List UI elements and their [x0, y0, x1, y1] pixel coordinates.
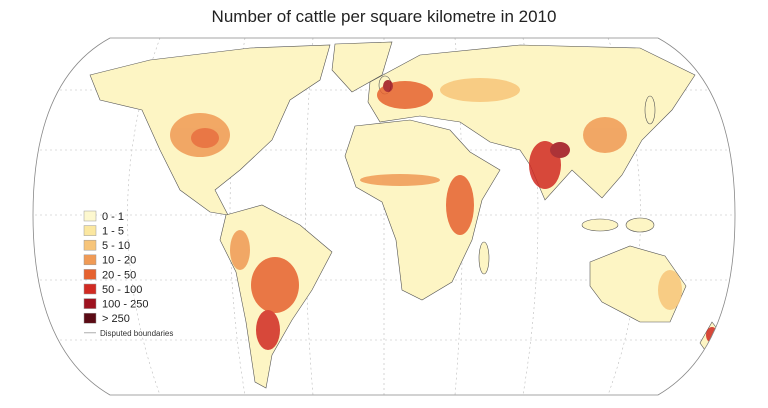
legend-label: 5 - 10 — [102, 240, 130, 252]
legend-label: 10 - 20 — [102, 255, 136, 267]
legend-swatch — [83, 225, 97, 236]
indonesia — [581, 218, 619, 232]
legend-swatch — [83, 254, 97, 266]
new-guinea — [625, 217, 655, 233]
legend-label: 1 - 5 — [102, 226, 124, 238]
legend-swatch — [83, 239, 97, 251]
legend-swatch — [83, 312, 97, 324]
legend-swatch — [83, 210, 97, 222]
legend-label: > 250 — [102, 313, 130, 325]
map-title: Number of cattle per square kilometre in… — [212, 7, 557, 26]
legend-swatch — [83, 283, 97, 295]
legend-swatch — [83, 298, 97, 309]
africa — [344, 119, 501, 301]
greenland — [331, 41, 393, 93]
legend-label: 0 - 1 — [102, 211, 124, 223]
legend-swatch — [83, 269, 97, 280]
map-body — [33, 38, 735, 395]
japan — [644, 95, 656, 125]
legend-label: 50 - 100 — [102, 284, 142, 296]
legend-label: 20 - 50 — [102, 269, 136, 281]
map-outline — [32, 37, 736, 396]
legend-disputed-label: Disputed boundaries — [100, 329, 173, 338]
density-patches — [170, 78, 718, 350]
madagascar — [478, 241, 490, 275]
legend: 0 - 1 1 - 5 5 - 10 10 - 20 20 - 50 50 - 100 10… — [83, 210, 173, 338]
legend-label: 100 - 250 — [102, 299, 148, 311]
